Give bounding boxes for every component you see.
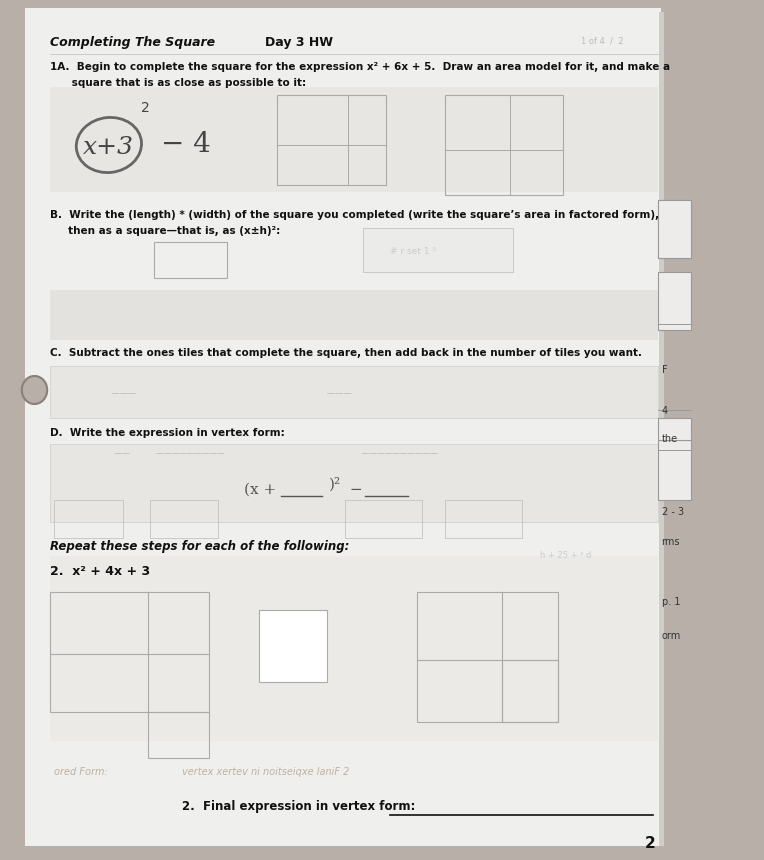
Bar	[363, 228, 513, 272]
Bar	[50, 592, 209, 712]
Text: F: F	[662, 365, 667, 375]
Text: x+3: x+3	[83, 137, 134, 159]
Text: 4: 4	[662, 406, 668, 416]
Bar	[50, 366, 658, 418]
Circle shape	[22, 376, 47, 404]
Text: 1A.  Begin to complete the square for the expression x² + 6x + 5.  Draw an area : 1A. Begin to complete the square for the…	[50, 62, 670, 72]
Text: then as a square—that is, as (x±h)²:: then as a square—that is, as (x±h)²:	[50, 226, 280, 236]
Text: p. 1: p. 1	[662, 597, 680, 607]
Bar	[54, 500, 122, 538]
Bar	[50, 556, 658, 741]
Bar	[50, 290, 658, 340]
Bar	[445, 95, 562, 195]
Text: orm: orm	[662, 631, 681, 642]
Text: ———: ———	[63, 389, 136, 398]
Bar	[345, 500, 422, 538]
Bar	[259, 610, 327, 682]
Text: − 4: − 4	[161, 132, 211, 158]
Text: 1 of 4  /  2: 1 of 4 / 2	[581, 36, 623, 45]
Bar	[445, 500, 522, 538]
Bar	[50, 87, 658, 192]
Text: square that is as close as possible to it:: square that is as close as possible to i…	[50, 78, 306, 88]
Text: −: −	[345, 483, 367, 497]
Text: 2 - 3: 2 - 3	[662, 507, 684, 517]
Bar	[658, 418, 691, 440]
Text: C.  Subtract the ones tiles that complete the square, then add back in the numbe: C. Subtract the ones tiles that complete…	[50, 348, 642, 358]
Bar	[659, 12, 665, 846]
Bar	[658, 440, 691, 500]
Bar	[658, 200, 691, 258]
Text: ored Form:: ored Form:	[54, 767, 108, 777]
Text: 2.  Final expression in vertex form:: 2. Final expression in vertex form:	[182, 800, 415, 813]
Text: ———: ———	[290, 389, 352, 398]
Text: D.  Write the expression in vertex form:: D. Write the expression in vertex form:	[50, 428, 285, 438]
Text: # r set 1 ³: # r set 1 ³	[390, 248, 436, 256]
Text: )²: )²	[329, 476, 341, 491]
Text: ——————————: ——————————	[345, 449, 438, 458]
Text: ——           —————————: —— —————————	[91, 449, 225, 458]
Bar	[50, 444, 658, 522]
Text: the: the	[662, 433, 678, 444]
Bar	[658, 272, 691, 330]
Bar	[277, 95, 386, 185]
Text: 2: 2	[644, 836, 655, 851]
Text: Completing The Square: Completing The Square	[50, 36, 215, 49]
Text: (x +: (x +	[244, 483, 281, 497]
Text: 2.  x² + 4x + 3: 2. x² + 4x + 3	[50, 565, 150, 578]
Text: 2: 2	[141, 101, 150, 115]
Bar	[154, 242, 227, 278]
Bar	[150, 500, 218, 538]
Bar	[658, 200, 691, 258]
Text: vertex xertev ni noitseiqxe laniF 2: vertex xertev ni noitseiqxe laniF 2	[182, 767, 349, 777]
Bar	[417, 592, 558, 722]
Text: Day 3 HW: Day 3 HW	[265, 36, 333, 49]
Text: h + 25 + ² d: h + 25 + ² d	[540, 551, 591, 560]
Bar	[148, 712, 209, 758]
Bar	[502, 660, 558, 722]
Text: B.  Write the (length) * (width) of the square you completed (write the square’s: B. Write the (length) * (width) of the s…	[50, 210, 659, 220]
Text: Repeat these steps for each of the following:: Repeat these steps for each of the follo…	[50, 540, 349, 553]
Text: rms: rms	[662, 537, 680, 547]
